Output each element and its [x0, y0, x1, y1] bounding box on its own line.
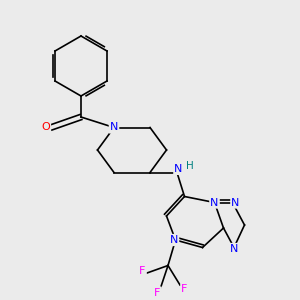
- Text: H: H: [186, 161, 194, 171]
- Text: F: F: [139, 266, 146, 277]
- Text: F: F: [154, 287, 161, 298]
- Text: N: N: [110, 122, 118, 133]
- Text: N: N: [174, 164, 183, 174]
- Text: N: N: [230, 244, 238, 254]
- Text: N: N: [170, 235, 178, 245]
- Text: F: F: [181, 284, 188, 295]
- Text: N: N: [210, 197, 219, 208]
- Text: O: O: [41, 122, 50, 133]
- Text: N: N: [231, 197, 240, 208]
